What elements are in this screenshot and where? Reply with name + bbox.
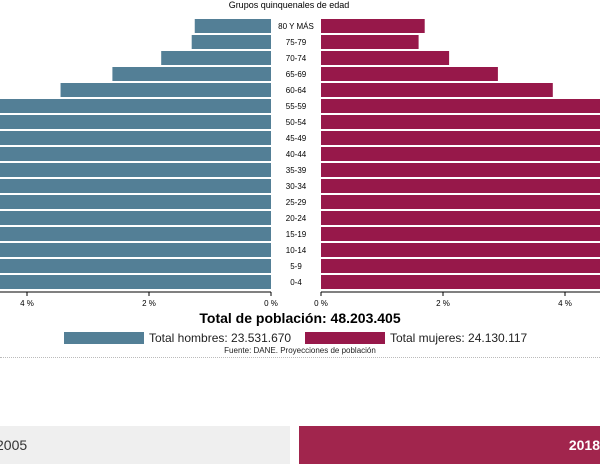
- bar-women-60-64: [321, 83, 553, 97]
- bar-women-80 Y MÁS: [321, 19, 425, 33]
- population-pyramid-chart: Grupos quinquenales de edad 80 Y MÁS 75-79…: [0, 0, 600, 308]
- total-population: Total de población: 48.203.405: [199, 310, 401, 326]
- tick-label-right-2: 4 %: [558, 299, 572, 308]
- bar-women-5-9: [321, 259, 600, 273]
- bar-women-30-34: [321, 179, 600, 193]
- age-label-80 Y MÁS: 80 Y MÁS: [278, 22, 314, 31]
- bar-women-55-59: [321, 99, 600, 113]
- age-label-0-4: 0-4: [290, 278, 302, 287]
- bar-women-50-54: [321, 115, 600, 129]
- source-note: Fuente: DANE. Proyecciones de población: [224, 346, 376, 355]
- age-label-40-44: 40-44: [286, 150, 307, 159]
- bar-men-35-39: [0, 163, 272, 177]
- age-label-35-39: 35-39: [286, 166, 307, 175]
- bar-men-30-34: [0, 179, 272, 193]
- bar-men-10-14: [0, 243, 272, 257]
- legend-men-label: Total hombres: 23.531.670: [149, 331, 292, 345]
- bar-men-45-49: [0, 131, 272, 145]
- age-label-10-14: 10-14: [286, 246, 307, 255]
- legend-men: Total hombres: 23.531.670: [64, 331, 291, 345]
- legend-women-label: Total mujeres: 24.130.117: [390, 331, 528, 345]
- age-label-20-24: 20-24: [286, 214, 307, 223]
- bar-women-0-4: [321, 275, 600, 289]
- bar-women-70-74: [321, 51, 450, 65]
- bar-women-15-19: [321, 227, 600, 241]
- tick-label-left-1: 2 %: [142, 299, 156, 308]
- divider: [0, 357, 600, 358]
- tab-2005[interactable]: 2005: [0, 426, 290, 464]
- bar-women-75-79: [321, 35, 419, 49]
- chart-title: Grupos quinquenales de edad: [229, 0, 350, 10]
- age-label-5-9: 5-9: [290, 262, 302, 271]
- bar-men-65-69: [112, 67, 272, 81]
- tab-2005-label: 2005: [0, 437, 28, 453]
- bar-men-50-54: [0, 115, 272, 129]
- bar-men-60-64: [60, 83, 271, 97]
- bar-women-10-14: [321, 243, 600, 257]
- bar-men-40-44: [0, 147, 272, 161]
- bar-women-35-39: [321, 163, 600, 177]
- tick-label-right-1: 2 %: [436, 299, 450, 308]
- bar-women-65-69: [321, 67, 498, 81]
- age-label-30-34: 30-34: [286, 182, 307, 191]
- bar-men-5-9: [0, 259, 272, 273]
- age-label-65-69: 65-69: [286, 70, 307, 79]
- bar-women-45-49: [321, 131, 600, 145]
- bar-women-20-24: [321, 211, 600, 225]
- age-label-75-79: 75-79: [286, 38, 307, 47]
- legend-women-swatch: [305, 332, 385, 344]
- bar-women-40-44: [321, 147, 600, 161]
- bar-women-25-29: [321, 195, 600, 209]
- age-label-60-64: 60-64: [286, 86, 307, 95]
- bar-men-75-79: [191, 35, 271, 49]
- bar-men-55-59: [0, 99, 272, 113]
- tick-label-left-0: 4 %: [20, 299, 34, 308]
- bar-men-20-24: [0, 211, 272, 225]
- tick-label-right-0: 0 %: [314, 299, 328, 308]
- legend-women: Total mujeres: 24.130.117: [305, 331, 527, 345]
- age-label-55-59: 55-59: [286, 102, 307, 111]
- tab-2018[interactable]: 2018: [299, 426, 600, 464]
- age-label-25-29: 25-29: [286, 198, 307, 207]
- bar-men-25-29: [0, 195, 272, 209]
- tick-label-left-2: 0 %: [264, 299, 278, 308]
- age-label-70-74: 70-74: [286, 54, 307, 63]
- age-label-45-49: 45-49: [286, 134, 307, 143]
- legend-men-swatch: [64, 332, 144, 344]
- tab-2018-label: 2018: [568, 437, 600, 453]
- age-label-15-19: 15-19: [286, 230, 307, 239]
- bar-men-15-19: [0, 227, 272, 241]
- bar-men-80 Y MÁS: [194, 19, 271, 33]
- bar-men-70-74: [161, 51, 271, 65]
- bar-men-0-4: [0, 275, 272, 289]
- age-label-50-54: 50-54: [286, 118, 307, 127]
